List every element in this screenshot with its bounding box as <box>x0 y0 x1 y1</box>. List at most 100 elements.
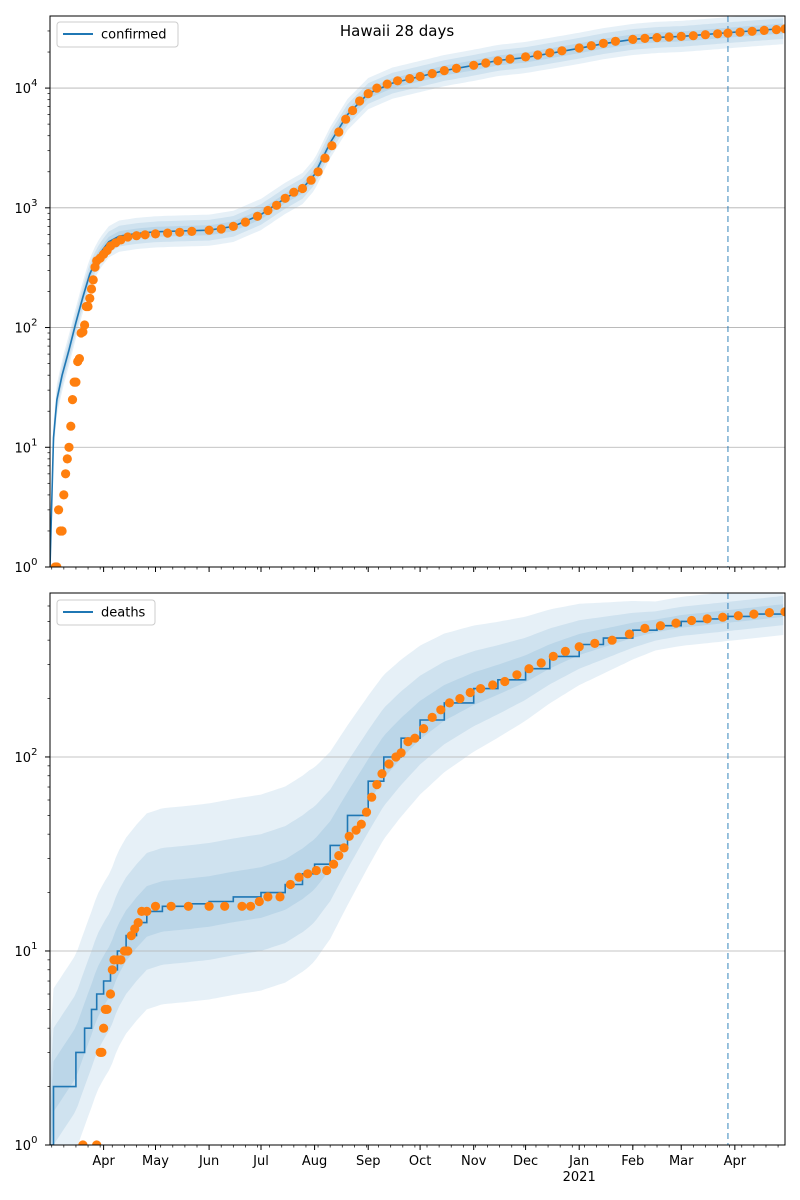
x-tick-label: Mar <box>669 1154 694 1169</box>
observed-point <box>97 1047 107 1057</box>
observed-point <box>344 831 354 841</box>
deaths-legend: deaths <box>56 599 156 626</box>
observed-point <box>272 200 282 210</box>
observed-point <box>204 225 214 235</box>
observed-point <box>322 865 332 876</box>
observed-point <box>733 611 743 621</box>
observed-point <box>166 901 176 911</box>
observed-point <box>427 712 437 723</box>
observed-point <box>372 83 382 93</box>
confirmed-model-line <box>50 27 785 567</box>
observed-point <box>216 224 226 234</box>
legend-box <box>56 21 179 48</box>
observed-point <box>80 320 90 330</box>
observed-point <box>671 618 681 628</box>
observed-point <box>275 892 285 902</box>
observed-point <box>237 901 247 911</box>
confirmed-line <box>50 27 785 567</box>
x-tick-label: Oct <box>409 1154 431 1169</box>
observed-point <box>655 621 666 631</box>
observed-point <box>74 354 84 364</box>
x-tick-label: Jan <box>568 1154 589 1169</box>
deaths-observed-points <box>78 607 785 1145</box>
observed-point <box>78 327 88 337</box>
uncertainty-band-1 <box>50 18 784 567</box>
deaths-x-ticks: Apr May Jun Jul Aug Sep Oct Nov Dec Jan Feb Mar Apr 2… <box>51 1145 779 1185</box>
confirmed-gridlines <box>50 87 785 448</box>
observed-point <box>150 901 161 911</box>
observed-point <box>451 63 461 73</box>
observed-point <box>427 69 437 79</box>
observed-point <box>469 60 479 70</box>
observed-point <box>476 684 486 694</box>
observed-point <box>356 819 366 829</box>
observed-point <box>280 193 290 203</box>
observed-point <box>481 58 491 68</box>
y-tick-label: 104 <box>15 78 38 97</box>
observed-point <box>488 680 498 690</box>
observed-point <box>61 469 71 479</box>
observed-point <box>505 54 515 64</box>
x-tick-label: Jul <box>252 1154 269 1169</box>
observed-point <box>405 74 415 84</box>
observed-point <box>610 36 621 46</box>
observed-point <box>62 454 72 464</box>
observed-point <box>86 284 97 294</box>
observed-point <box>628 34 638 45</box>
observed-point <box>747 26 757 36</box>
confirmed-x-ticks <box>51 567 779 572</box>
observed-point <box>140 230 150 240</box>
observed-point <box>52 562 62 567</box>
x-tick-label: Feb <box>621 1154 644 1169</box>
observed-point <box>78 1140 88 1145</box>
observed-point <box>718 612 728 622</box>
observed-point <box>557 46 567 56</box>
observed-point <box>339 843 349 853</box>
observed-point <box>396 748 406 758</box>
observed-point <box>105 989 116 999</box>
observed-point <box>187 226 197 236</box>
observed-point <box>263 205 273 216</box>
observed-point <box>303 869 313 879</box>
deaths-gridlines <box>50 756 785 952</box>
observed-point <box>327 141 337 151</box>
observed-point <box>59 490 69 500</box>
observed-point <box>759 25 769 35</box>
observed-point <box>102 1004 112 1015</box>
observed-point <box>735 27 745 37</box>
y-tick-label: 100 <box>15 557 38 576</box>
axes-frame <box>49 15 786 568</box>
observed-point <box>263 892 273 902</box>
observed-point <box>410 733 420 743</box>
observed-point <box>116 235 126 245</box>
uncertainty-band-2 <box>50 23 784 567</box>
observed-point <box>512 670 522 680</box>
observed-point <box>533 50 543 60</box>
legend-box <box>56 599 156 626</box>
uncertainty-band-0 <box>50 16 784 567</box>
observed-point <box>444 698 455 708</box>
observed-point <box>175 227 185 237</box>
observed-point <box>687 615 697 626</box>
observed-point <box>88 275 98 285</box>
observed-point <box>83 301 93 312</box>
y-tick-label: 101 <box>15 437 38 456</box>
observed-point <box>163 228 173 238</box>
observed-point <box>85 293 95 303</box>
observed-point <box>285 879 295 890</box>
observed-point <box>252 211 263 221</box>
observed-point <box>294 872 304 882</box>
observed-point <box>676 31 686 41</box>
observed-point <box>455 694 465 704</box>
uncertainty-band-2 <box>50 604 784 1145</box>
observed-point <box>384 759 394 769</box>
observed-point <box>749 609 759 619</box>
observed-point <box>311 865 321 876</box>
observed-point <box>123 946 133 956</box>
observed-point <box>107 965 117 975</box>
observed-point <box>240 217 250 227</box>
observed-point <box>367 792 377 802</box>
observed-point <box>372 780 382 790</box>
observed-point <box>465 687 475 698</box>
observed-point <box>607 635 617 645</box>
